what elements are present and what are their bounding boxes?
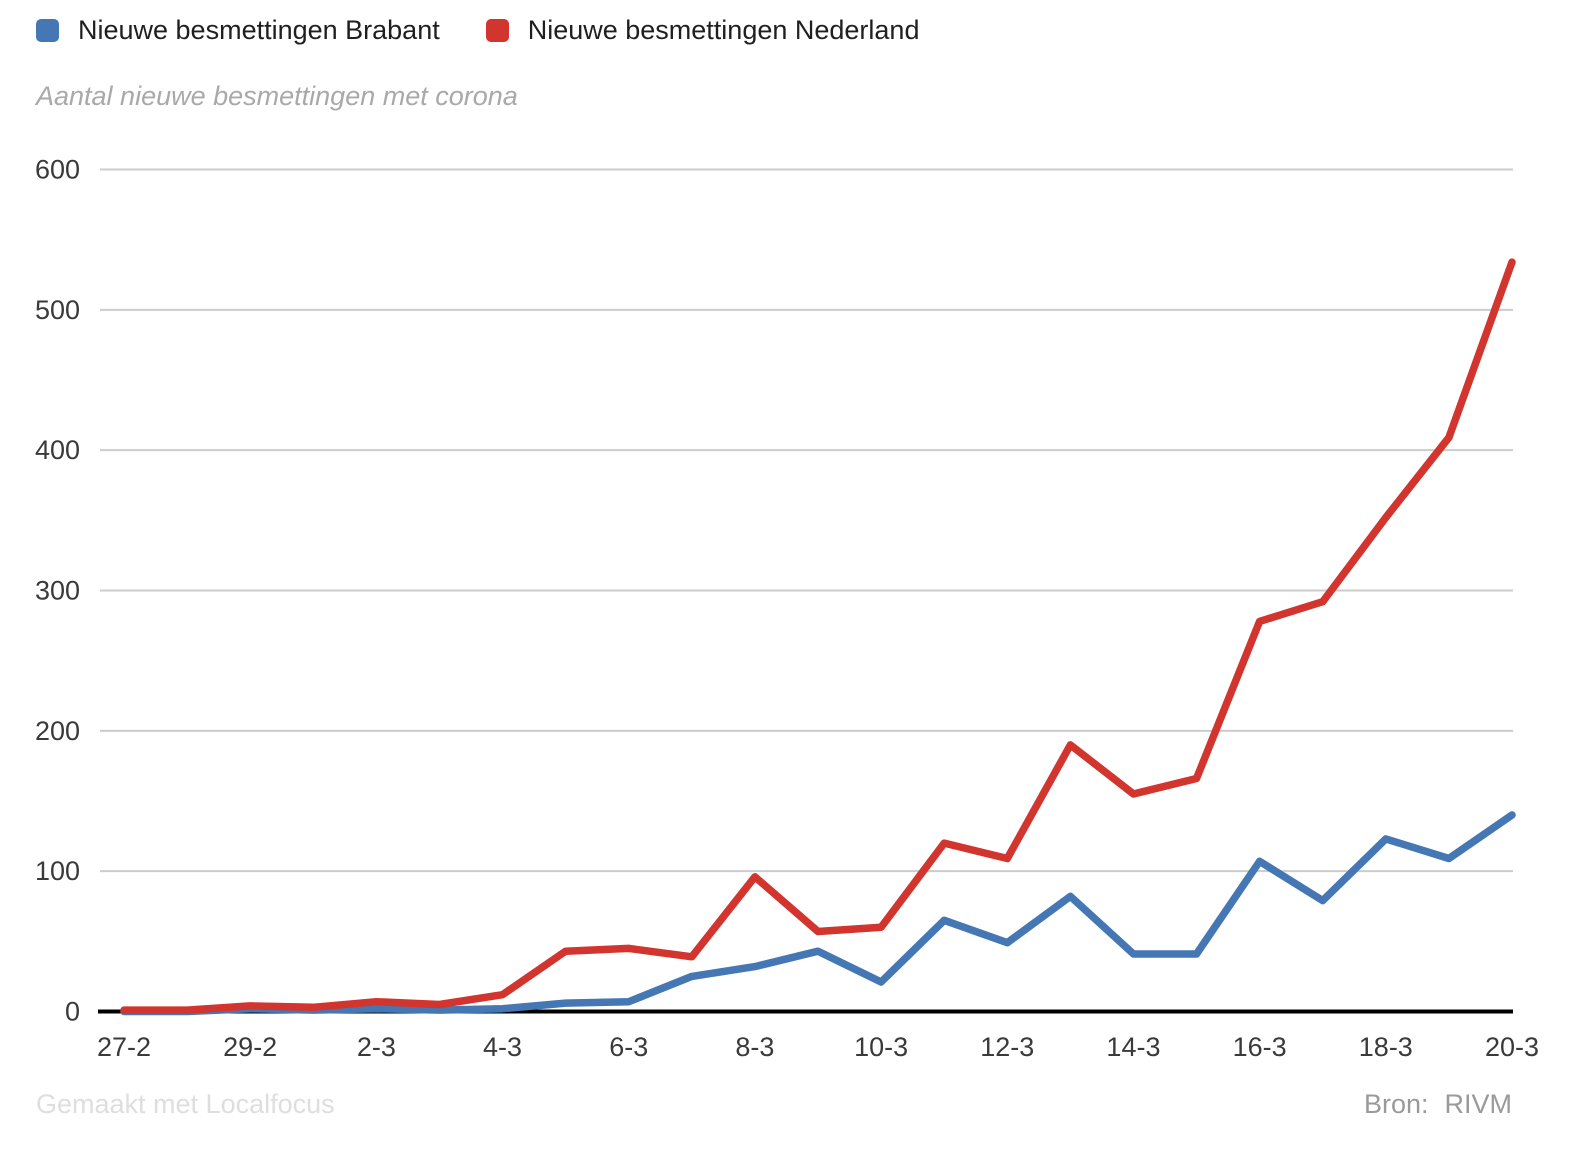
- series-line-nederland: [120, 258, 1516, 1014]
- x-axis-label-2-3: 2-3: [357, 1032, 396, 1062]
- y-axis-label-600: 600: [35, 155, 80, 185]
- x-axis-label-16-3: 16-3: [1233, 1032, 1287, 1062]
- x-axis-label-18-3: 18-3: [1359, 1032, 1413, 1062]
- x-axis-label-8-3: 8-3: [735, 1032, 774, 1062]
- y-axis-label-100: 100: [35, 856, 80, 886]
- source-credit: Bron: RIVM: [1364, 1088, 1512, 1120]
- legend-swatch-nederland: [485, 19, 509, 42]
- x-axis-label-12-3: 12-3: [980, 1032, 1034, 1062]
- legend-item-nederland[interactable]: Nieuwe besmettingen Nederland: [485, 15, 920, 45]
- y-axis-label-400: 400: [35, 435, 80, 465]
- chart-subtitle: Aantal nieuwe besmettingen met corona: [36, 81, 518, 111]
- series-line-brabant: [120, 811, 1516, 1016]
- chart-footer: Gemaakt met Localfocus Bron: RIVM: [36, 1088, 1512, 1120]
- y-axis-label-500: 500: [35, 295, 80, 325]
- x-axis-label-10-3: 10-3: [854, 1032, 908, 1062]
- source-label: Bron:: [1363, 1089, 1429, 1119]
- legend: Nieuwe besmettingen Brabant Nieuwe besme…: [36, 17, 919, 44]
- legend-label-brabant: Nieuwe besmettingen Brabant: [78, 15, 440, 45]
- y-axis-label-0: 0: [65, 997, 80, 1027]
- x-axis-label-4-3: 4-3: [483, 1032, 522, 1062]
- x-axis-label-20-3: 20-3: [1485, 1032, 1539, 1062]
- y-axis-label-200: 200: [35, 716, 80, 746]
- legend-swatch-brabant: [36, 19, 59, 42]
- legend-label-nederland: Nieuwe besmettingen Nederland: [527, 15, 920, 45]
- x-axis-label-6-3: 6-3: [609, 1032, 648, 1062]
- x-axis-label-27-2: 27-2: [97, 1032, 151, 1062]
- x-axis-label-14-3: 14-3: [1106, 1032, 1160, 1062]
- made-with-credit: Gemaakt met Localfocus: [36, 1089, 335, 1119]
- y-axis-label-300: 300: [35, 576, 80, 606]
- legend-item-brabant[interactable]: Nieuwe besmettingen Brabant: [36, 17, 440, 44]
- source-value: RIVM: [1444, 1089, 1513, 1119]
- x-axis-label-29-2: 29-2: [223, 1032, 277, 1062]
